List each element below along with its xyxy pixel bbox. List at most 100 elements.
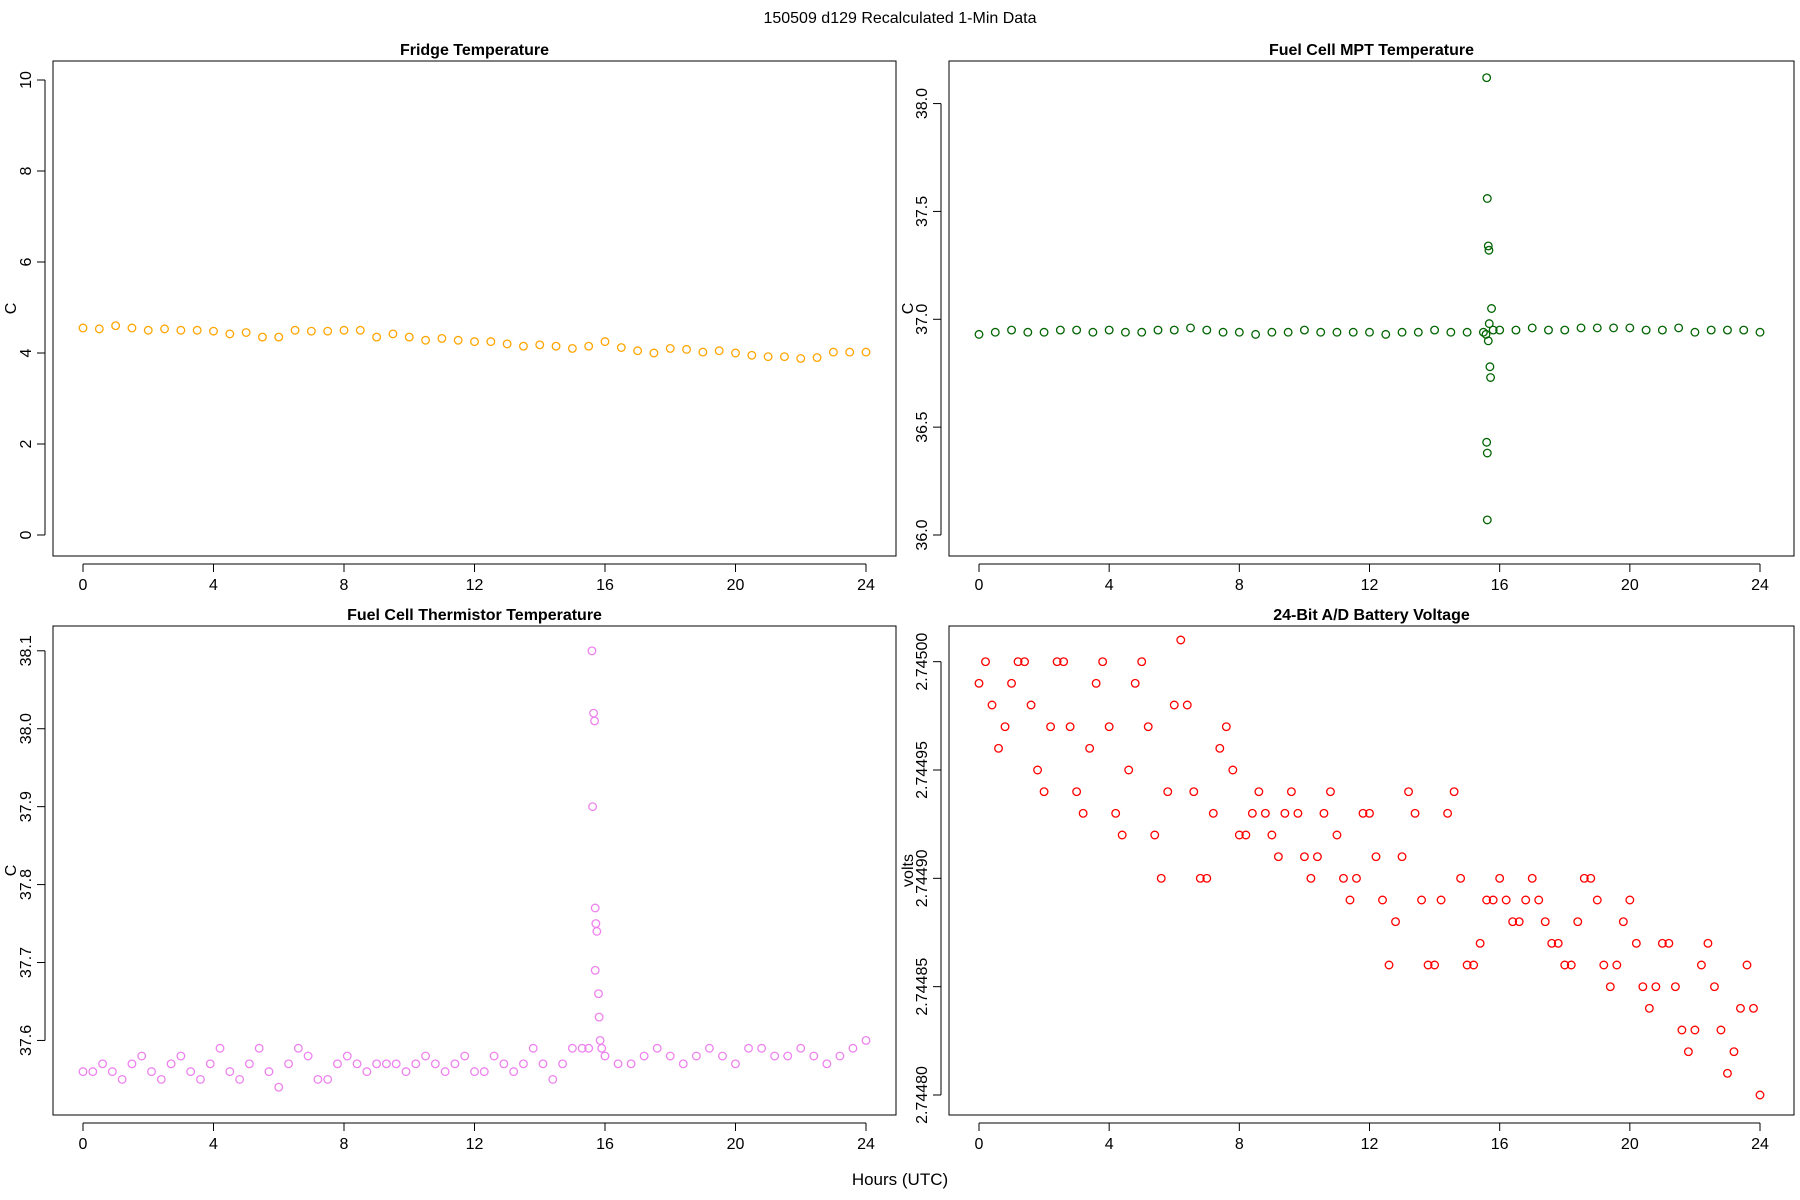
data-point <box>225 329 235 339</box>
data-point <box>1605 982 1615 992</box>
plot-frame <box>948 625 1795 1116</box>
x-tick-label: 20 <box>727 577 745 594</box>
data-point <box>1319 808 1329 818</box>
y-tick-label: 37.8 <box>18 869 35 900</box>
data-point <box>1534 895 1544 905</box>
data-point <box>845 347 855 357</box>
data-point <box>1592 895 1602 905</box>
data-point <box>381 1059 391 1069</box>
data-point <box>1547 938 1557 948</box>
y-tick-label: 2.74490 <box>914 849 931 907</box>
panel-fuel-cell-mpt-temperature: Fuel Cell MPT Temperature 0 4 8 12 16 20 24 36.0… <box>900 42 1795 594</box>
data-point <box>195 1074 205 1084</box>
y-axis-label: volts <box>900 854 917 887</box>
panel-fuel-cell-thermistor-temperature: Fuel Cell Thermistor Temperature 0 4 8 12 16 2… <box>3 607 897 1153</box>
data-point <box>1484 245 1494 255</box>
data-point <box>156 1074 166 1084</box>
data-point <box>588 802 598 812</box>
y-tick-label: 38.1 <box>18 635 35 666</box>
data-point <box>626 1059 636 1069</box>
data-point <box>518 1059 528 1069</box>
data-point <box>1482 194 1492 203</box>
data-point <box>1026 700 1036 710</box>
data-point <box>1218 327 1228 337</box>
data-point <box>1348 327 1358 337</box>
data-point <box>1755 1090 1765 1100</box>
x-tick-label: 20 <box>1621 577 1639 594</box>
x-tick-label: 4 <box>1105 577 1114 594</box>
data-point <box>861 1035 871 1045</box>
data-point <box>1612 960 1622 970</box>
data-point <box>137 1051 147 1061</box>
data-point <box>779 352 789 362</box>
data-point <box>437 333 447 343</box>
data-point <box>1485 362 1495 372</box>
data-point <box>763 352 773 362</box>
data-point <box>290 325 300 335</box>
data-point <box>1508 917 1518 927</box>
data-point <box>1286 787 1296 797</box>
x-tick-label: 8 <box>340 1136 349 1153</box>
data-point <box>796 354 806 363</box>
data-point <box>1729 1047 1739 1057</box>
data-point <box>339 325 349 335</box>
x-tick-label: 16 <box>596 577 614 594</box>
data-point <box>1365 327 1374 337</box>
x-tick-label: 24 <box>1751 1136 1769 1153</box>
data-point <box>682 344 692 354</box>
x-tick-label: 16 <box>1491 577 1509 594</box>
data-point <box>1267 327 1277 337</box>
data-point <box>1599 960 1609 970</box>
data-point <box>1446 327 1456 337</box>
data-point <box>987 700 997 710</box>
data-point <box>470 1067 479 1077</box>
data-point <box>1052 657 1062 667</box>
data-point <box>1339 873 1348 883</box>
data-point <box>1251 329 1261 339</box>
data-point <box>590 903 600 913</box>
data-point <box>1098 657 1108 667</box>
data-point <box>1254 787 1264 797</box>
data-point <box>1481 329 1491 339</box>
data-point <box>1306 873 1316 883</box>
data-point <box>1280 808 1290 818</box>
data-point <box>1566 960 1576 970</box>
data-point <box>323 1074 333 1084</box>
plot-frame <box>52 625 897 1116</box>
data-point <box>1560 325 1570 335</box>
data-point <box>835 1051 845 1061</box>
data-point <box>1631 938 1641 948</box>
x-tick-label: 0 <box>975 577 984 594</box>
data-point <box>1111 808 1121 818</box>
data-point <box>1404 787 1413 797</box>
data-point <box>388 329 398 339</box>
data-point <box>489 1051 499 1061</box>
data-point <box>143 325 153 335</box>
data-point <box>430 1059 440 1069</box>
data-point <box>577 1043 587 1053</box>
data-point <box>1690 327 1700 337</box>
data-point <box>1670 982 1680 992</box>
data-point <box>1674 323 1684 333</box>
x-tick-label: 16 <box>1491 1136 1509 1153</box>
data-point <box>1007 678 1016 688</box>
x-tick-label: 8 <box>1235 1136 1244 1153</box>
data-point <box>594 1012 604 1022</box>
data-point <box>538 1059 548 1069</box>
data-point <box>1709 982 1719 992</box>
y-tick-label: 10 <box>18 71 35 89</box>
data-point <box>160 324 170 334</box>
panel-title: 24-Bit A/D Battery Voltage <box>1273 607 1470 624</box>
y-axis-label: C <box>3 865 20 877</box>
data-point <box>1371 852 1381 862</box>
data-point <box>254 1043 264 1053</box>
data-point <box>421 1051 431 1061</box>
data-point <box>1739 325 1749 335</box>
panel-battery-voltage: 24-Bit A/D Battery Voltage 0 4 8 12 16 20 24 2.7… <box>900 607 1795 1153</box>
plot-frame <box>948 60 1795 557</box>
data-point <box>1104 325 1114 335</box>
data-series <box>974 73 1765 525</box>
data-point <box>1484 319 1494 329</box>
data-point <box>691 1051 701 1061</box>
y-tick-label: 36.0 <box>914 519 931 550</box>
